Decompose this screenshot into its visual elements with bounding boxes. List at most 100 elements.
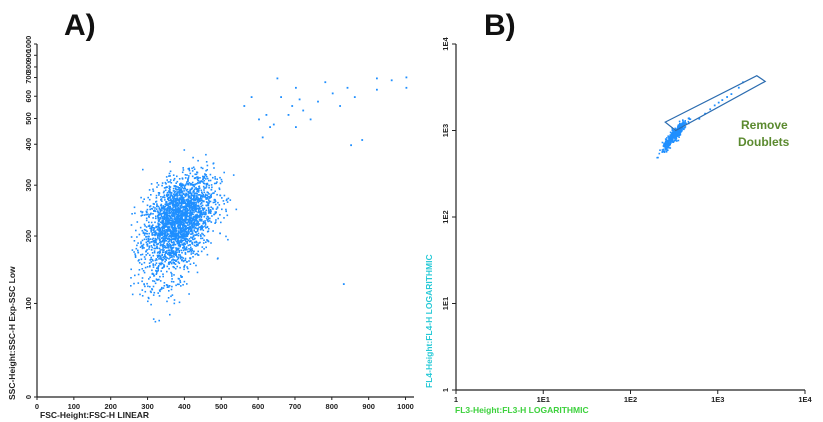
point <box>150 258 152 261</box>
point <box>225 199 228 202</box>
point <box>202 196 204 198</box>
point <box>155 208 158 210</box>
point <box>157 266 159 269</box>
point <box>200 216 203 219</box>
point <box>168 214 170 217</box>
point <box>177 208 179 211</box>
point <box>169 161 171 163</box>
point <box>177 223 180 226</box>
point <box>180 235 183 238</box>
point <box>199 182 201 184</box>
point <box>188 206 190 208</box>
point <box>203 179 206 182</box>
point <box>185 217 187 219</box>
point <box>195 205 197 207</box>
point <box>681 129 683 131</box>
x-tick-label: 200 <box>104 402 117 411</box>
point <box>198 194 201 196</box>
point <box>184 195 187 198</box>
point <box>158 236 161 238</box>
point <box>177 244 180 247</box>
point <box>177 220 179 222</box>
point <box>229 199 232 201</box>
point <box>168 209 171 212</box>
point <box>184 202 186 204</box>
point <box>210 206 212 208</box>
point <box>161 236 164 239</box>
point <box>269 126 271 128</box>
point <box>177 202 179 204</box>
point <box>141 280 143 283</box>
point <box>206 230 209 233</box>
point <box>193 211 195 214</box>
point <box>137 260 140 262</box>
point <box>202 208 204 210</box>
point <box>144 258 147 260</box>
point <box>171 234 174 237</box>
x-tick-label: 400 <box>178 402 191 411</box>
point <box>178 249 180 252</box>
point <box>668 138 671 141</box>
point <box>214 211 217 213</box>
point <box>164 224 167 226</box>
point <box>192 213 194 216</box>
point <box>166 211 168 214</box>
point <box>405 86 408 89</box>
point <box>153 239 156 242</box>
point <box>180 285 182 287</box>
point <box>172 237 175 240</box>
point <box>157 269 159 272</box>
point <box>163 196 166 199</box>
point <box>189 249 192 251</box>
point <box>191 205 193 208</box>
x-tick-label: 600 <box>252 402 265 411</box>
point <box>134 254 137 257</box>
point <box>148 216 150 218</box>
point <box>194 215 196 218</box>
point <box>171 208 174 211</box>
point <box>188 222 190 224</box>
point <box>182 260 185 263</box>
point <box>181 225 184 227</box>
point <box>161 244 163 246</box>
point <box>201 207 204 209</box>
point <box>168 237 171 240</box>
point <box>187 233 189 236</box>
point <box>173 206 176 208</box>
point <box>164 225 167 228</box>
point <box>156 203 158 205</box>
point <box>223 217 225 219</box>
point <box>178 212 181 214</box>
point <box>152 213 154 215</box>
point <box>210 189 213 191</box>
point <box>324 81 327 84</box>
point <box>154 209 156 211</box>
point <box>173 230 176 233</box>
point <box>178 218 181 221</box>
point <box>162 221 164 223</box>
point <box>155 241 157 244</box>
point <box>172 254 174 257</box>
point <box>219 176 221 179</box>
point <box>166 270 168 273</box>
point <box>658 152 661 155</box>
point <box>161 207 163 210</box>
remove-doublets-gate <box>664 75 767 132</box>
point <box>214 178 216 180</box>
point <box>160 263 162 266</box>
point <box>169 190 171 193</box>
point <box>197 207 199 210</box>
point <box>155 194 158 197</box>
point <box>666 137 668 139</box>
point <box>203 215 206 218</box>
point <box>145 219 148 222</box>
point <box>223 171 225 174</box>
point <box>670 132 673 135</box>
point <box>171 251 173 254</box>
point <box>169 238 171 241</box>
point <box>175 182 177 184</box>
point <box>193 168 196 170</box>
point <box>141 277 144 279</box>
point <box>196 224 199 226</box>
point <box>202 185 205 188</box>
